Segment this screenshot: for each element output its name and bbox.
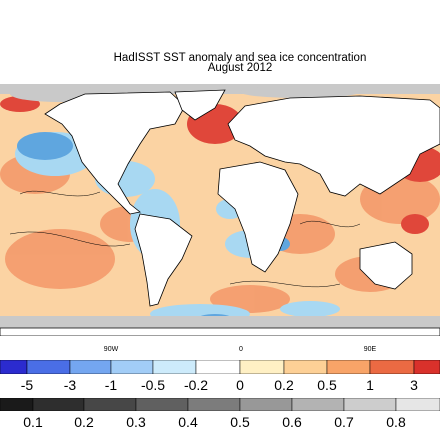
greenland [174, 89, 226, 121]
ice-color-segment [135, 398, 189, 411]
anomaly-tick-label: -3 [63, 377, 77, 393]
anomaly-tick-label: -0.5 [140, 377, 166, 393]
anomaly-color-segment [195, 360, 241, 374]
anomaly-tick-label: -0.2 [183, 377, 209, 393]
ice-colorbar [0, 398, 440, 411]
ice-tick-label: 0.8 [386, 414, 406, 430]
anomaly-color-segment [110, 360, 154, 374]
ice-tick-label: 0.7 [334, 414, 354, 430]
ice-color-segment [0, 398, 34, 411]
eurasia [227, 95, 440, 197]
anomaly-color-segment [239, 360, 285, 374]
longitude-label: 0 [239, 346, 243, 353]
anomaly-tick-label: 1 [366, 377, 374, 393]
anomaly-tick-label: 0.2 [274, 377, 294, 393]
map-title: HadISST SST anomaly and sea ice concentr… [113, 52, 367, 64]
anomaly-color-segment [26, 360, 71, 374]
sst-anomaly-map [0, 84, 440, 336]
anomaly-color-segment [326, 360, 371, 374]
anomaly-tick-label: 0 [236, 377, 244, 393]
antarctica [0, 327, 440, 336]
south-america [134, 213, 193, 307]
australia [359, 241, 413, 290]
anomaly-color-segment [0, 360, 28, 374]
anomaly-tick-label: 3 [410, 377, 418, 393]
anomaly-color-segment [283, 360, 328, 374]
longitude-label: 90E [363, 346, 377, 353]
ice-color-segment [187, 398, 241, 411]
anomaly-color-segment [369, 360, 415, 374]
ice-tick-label: 0.5 [230, 414, 250, 430]
land-masses [0, 89, 440, 336]
anomaly-tick-label: -5 [20, 377, 34, 393]
north-america [44, 91, 186, 215]
ice-tick-label: 0.1 [23, 414, 43, 430]
ice-color-segment [239, 398, 293, 411]
anomaly-color-segment [69, 360, 112, 374]
ice-tick-label: 0.2 [74, 414, 94, 430]
ice-tick-label: 0.4 [178, 414, 198, 430]
contour-lines [9, 190, 361, 288]
ice-color-segment [32, 398, 85, 411]
anomaly-tick-label: 0.5 [317, 377, 337, 393]
ice-tick-label: 0.3 [126, 414, 146, 430]
ice-color-segment [343, 398, 397, 411]
africa [217, 161, 299, 273]
anomaly-color-segment [152, 360, 197, 374]
ice-color-segment [83, 398, 137, 411]
ice-color-segment [395, 398, 440, 411]
anomaly-tick-label: -1 [104, 377, 118, 393]
ice-color-segment [291, 398, 345, 411]
anomaly-colorbar [0, 360, 440, 374]
longitude-label: 90W [103, 346, 119, 353]
map-subtitle: August 2012 [207, 62, 273, 74]
ice-tick-label: 0.6 [282, 414, 302, 430]
anomaly-color-segment [413, 360, 440, 374]
